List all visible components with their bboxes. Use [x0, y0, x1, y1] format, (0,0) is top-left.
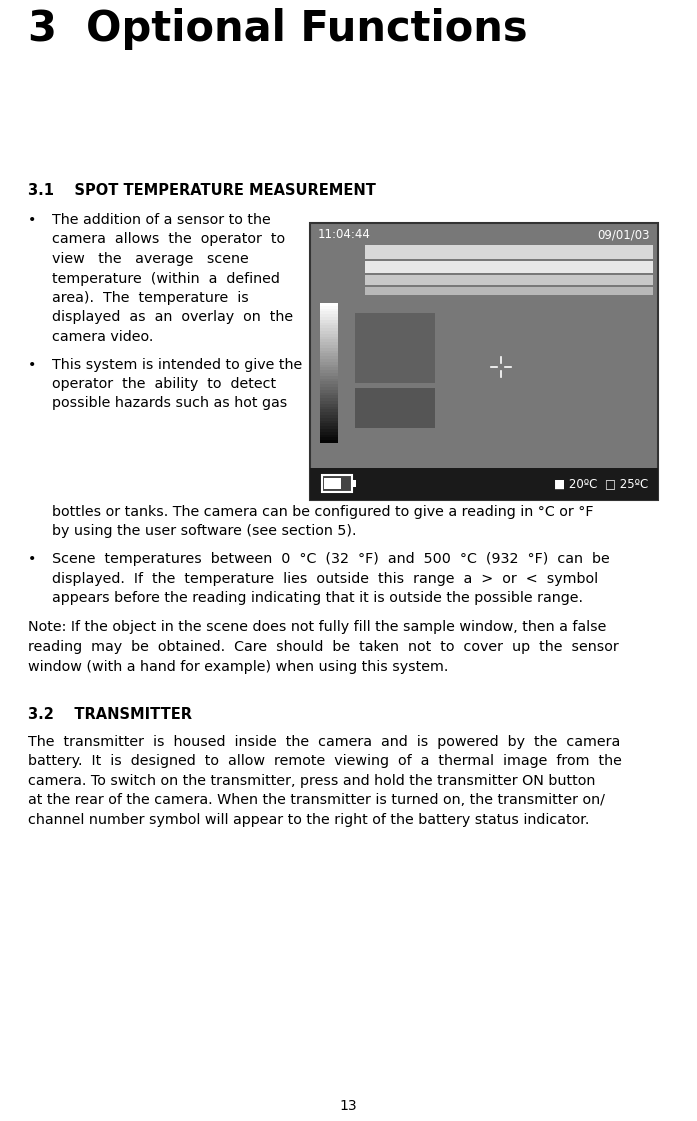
Bar — [320, 348, 338, 351]
Bar — [320, 359, 338, 362]
Text: by using the user software (see section 5).: by using the user software (see section … — [52, 525, 356, 538]
Bar — [320, 351, 338, 353]
Bar — [320, 314, 338, 317]
Bar — [320, 362, 338, 364]
Bar — [320, 345, 338, 348]
Text: •: • — [28, 552, 36, 566]
Text: reading  may  be  obtained.  Care  should  be  taken  not  to  cover  up  the  s: reading may be obtained. Care should be … — [28, 640, 619, 654]
Text: This system is intended to give the: This system is intended to give the — [52, 358, 302, 371]
Bar — [310, 223, 658, 500]
Bar — [320, 306, 338, 308]
Bar — [320, 385, 338, 387]
Text: temperature  (within  a  defined: temperature (within a defined — [52, 271, 280, 286]
Text: •: • — [28, 213, 36, 226]
Bar — [320, 303, 338, 306]
Text: Note: If the object in the scene does not fully fill the sample window, then a f: Note: If the object in the scene does no… — [28, 621, 606, 634]
Bar — [320, 331, 338, 334]
Bar — [320, 390, 338, 392]
Bar — [320, 319, 338, 323]
Text: area).  The  temperature  is: area). The temperature is — [52, 291, 249, 305]
Bar — [355, 388, 435, 428]
Text: camera  allows  the  operator  to: camera allows the operator to — [52, 232, 285, 247]
Text: 3.2    TRANSMITTER: 3.2 TRANSMITTER — [28, 707, 192, 722]
Text: appears before the reading indicating that it is outside the possible range.: appears before the reading indicating th… — [52, 591, 583, 605]
Bar — [320, 376, 338, 379]
Text: operator  the  ability  to  detect: operator the ability to detect — [52, 377, 276, 391]
Bar — [365, 245, 653, 259]
Bar — [320, 424, 338, 426]
Bar — [320, 312, 338, 314]
Bar — [320, 353, 338, 356]
Text: 13: 13 — [339, 1099, 358, 1113]
Bar — [320, 409, 338, 413]
Bar — [365, 261, 653, 274]
Bar — [320, 435, 338, 437]
Text: ■ 20ºC  □ 25ºC: ■ 20ºC □ 25ºC — [553, 478, 648, 491]
Bar — [320, 317, 338, 319]
Text: channel number symbol will appear to the right of the battery status indicator.: channel number symbol will appear to the… — [28, 813, 590, 827]
Bar — [320, 413, 338, 415]
Bar — [355, 313, 435, 383]
Bar — [320, 437, 338, 441]
Bar — [352, 480, 356, 487]
Text: displayed  as  an  overlay  on  the: displayed as an overlay on the — [52, 311, 293, 324]
Bar — [320, 370, 338, 373]
Text: The addition of a sensor to the: The addition of a sensor to the — [52, 213, 270, 226]
Bar — [320, 441, 338, 443]
Text: 11:04:44: 11:04:44 — [318, 228, 371, 241]
Bar — [320, 398, 338, 401]
Text: The  transmitter  is  housed  inside  the  camera  and  is  powered  by  the  ca: The transmitter is housed inside the cam… — [28, 735, 620, 749]
Bar — [320, 407, 338, 409]
Bar — [320, 404, 338, 407]
Bar — [320, 356, 338, 359]
Text: 3  Optional Functions: 3 Optional Functions — [28, 8, 528, 50]
Bar — [320, 420, 338, 424]
Bar — [322, 475, 352, 492]
Text: 09/01/03: 09/01/03 — [597, 228, 650, 241]
Bar — [320, 368, 338, 370]
Bar — [320, 328, 338, 331]
Bar — [320, 325, 338, 328]
Bar — [320, 432, 338, 435]
Bar — [324, 478, 341, 489]
Text: at the rear of the camera. When the transmitter is turned on, the transmitter on: at the rear of the camera. When the tran… — [28, 794, 605, 807]
Bar — [320, 308, 338, 312]
Text: •: • — [28, 358, 36, 371]
Text: view   the   average   scene: view the average scene — [52, 252, 249, 266]
Bar — [320, 340, 338, 342]
Text: possible hazards such as hot gas: possible hazards such as hot gas — [52, 397, 287, 410]
Bar — [320, 396, 338, 398]
Text: Scene  temperatures  between  0  °C  (32  °F)  and  500  °C  (932  °F)  can  be: Scene temperatures between 0 °C (32 °F) … — [52, 552, 610, 566]
Bar — [320, 426, 338, 429]
Text: battery.  It  is  designed  to  allow  remote  viewing  of  a  thermal  image  f: battery. It is designed to allow remote … — [28, 754, 622, 769]
Bar — [320, 379, 338, 381]
Bar — [320, 323, 338, 325]
Bar — [320, 364, 338, 368]
Text: camera. To switch on the transmitter, press and hold the transmitter ON button: camera. To switch on the transmitter, pr… — [28, 773, 595, 788]
Bar — [320, 342, 338, 345]
Bar — [320, 387, 338, 390]
Bar — [320, 401, 338, 404]
Bar — [320, 418, 338, 420]
Text: 3.1    SPOT TEMPERATURE MEASUREMENT: 3.1 SPOT TEMPERATURE MEASUREMENT — [28, 183, 376, 198]
Text: bottles or tanks. The camera can be configured to give a reading in °C or °F: bottles or tanks. The camera can be conf… — [52, 504, 594, 519]
Bar — [365, 275, 653, 285]
Bar — [365, 287, 653, 295]
Text: window (with a hand for example) when using this system.: window (with a hand for example) when us… — [28, 659, 448, 674]
Bar — [320, 373, 338, 376]
Text: displayed.  If  the  temperature  lies  outside  this  range  a  >  or  <  symbo: displayed. If the temperature lies outsi… — [52, 572, 598, 585]
Bar — [320, 392, 338, 396]
Bar — [320, 381, 338, 385]
Bar — [320, 334, 338, 336]
Text: camera video.: camera video. — [52, 330, 153, 344]
Bar — [310, 467, 658, 500]
Bar — [320, 336, 338, 340]
Bar — [320, 415, 338, 418]
Bar — [320, 429, 338, 432]
